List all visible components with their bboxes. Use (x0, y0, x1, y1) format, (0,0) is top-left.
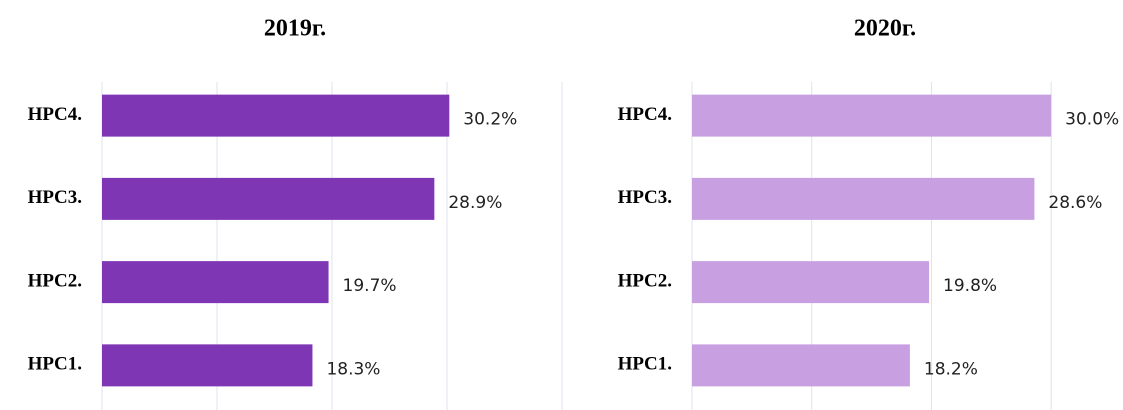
category-label: HPC2. (28, 270, 82, 291)
value-label: 19.7% (343, 276, 397, 296)
chart-title: 2019г. (264, 16, 326, 42)
bar (102, 261, 329, 304)
category-label: HPC3. (618, 187, 672, 208)
category-label: HPC1. (618, 354, 672, 375)
category-label: HPC2. (618, 270, 672, 291)
value-label: 28.9% (448, 193, 502, 213)
category-label: HPC3. (28, 187, 82, 208)
value-label: 18.2% (924, 359, 978, 379)
bar (692, 94, 1052, 137)
category-label: HPC4. (618, 104, 672, 125)
value-label: 30.2% (463, 110, 517, 130)
bar (102, 344, 313, 387)
category-label: HPC4. (28, 104, 82, 125)
value-label: 19.8% (943, 276, 997, 296)
bar (692, 177, 1035, 220)
chart-title: 2020г. (854, 16, 916, 42)
bar (692, 344, 910, 387)
bar (692, 261, 930, 304)
value-label: 30.0% (1065, 110, 1119, 130)
value-label: 28.6% (1048, 193, 1102, 213)
value-label: 18.3% (326, 359, 380, 379)
bar (102, 177, 435, 220)
category-label: HPC1. (28, 354, 82, 375)
bar (102, 94, 450, 137)
